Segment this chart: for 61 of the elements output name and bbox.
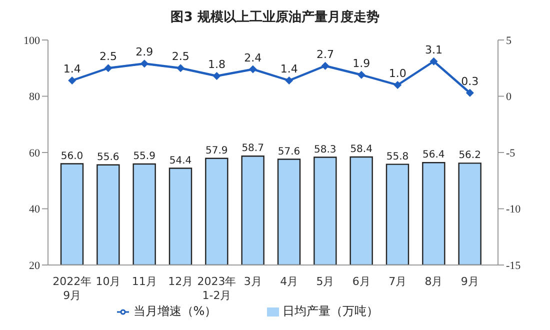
- x-tick-label: 2022年 9月: [52, 275, 92, 302]
- data-label: 54.4: [169, 155, 192, 166]
- y-tick-label: 80: [29, 91, 40, 104]
- point: [321, 62, 330, 70]
- point: [357, 70, 366, 79]
- data-label: 2.7: [316, 48, 334, 61]
- data-label: 55.8: [386, 151, 409, 162]
- point: [140, 60, 148, 68]
- y-tick-label: 100: [24, 34, 40, 47]
- x-tick-label: 6月: [352, 275, 370, 288]
- data-label: 56.0: [60, 150, 84, 162]
- data-label: 3.1: [425, 43, 442, 56]
- data-label: 1.0: [388, 67, 406, 80]
- data-label: 55.9: [133, 151, 156, 162]
- x-tick-label: 5月: [316, 275, 334, 288]
- data-label: 57.9: [206, 145, 228, 156]
- data-label: 56.2: [458, 150, 481, 162]
- x-tick-label: 8月: [424, 275, 443, 288]
- point: [176, 64, 185, 72]
- x-tick-label: 9月: [460, 275, 479, 288]
- data-label: 58.7: [242, 143, 264, 154]
- y2-tick-label: -5: [506, 147, 516, 160]
- data-label: 58.4: [350, 144, 372, 155]
- data-label: 2.9: [136, 46, 154, 59]
- y-tick-label: 60: [29, 147, 40, 160]
- point: [394, 81, 402, 89]
- data-label: 0.3: [461, 74, 479, 88]
- data-label: 2.4: [244, 51, 262, 64]
- y2-tick-label: -10: [506, 204, 522, 216]
- data-label: 55.6: [97, 152, 120, 163]
- point: [285, 76, 294, 84]
- point: [466, 88, 474, 97]
- data-label: 1.4: [280, 62, 298, 76]
- data-label: 1.9: [352, 56, 370, 70]
- y2-tick-label: -15: [506, 260, 522, 272]
- data-label: 2.5: [172, 50, 190, 64]
- legend-label: 日均产量（万吨）: [282, 304, 379, 318]
- data-label: 1.4: [63, 62, 81, 76]
- point: [68, 76, 76, 84]
- y2-tick-label: 0: [506, 91, 512, 104]
- x-tick-label: 4月: [280, 275, 298, 288]
- chart-title: 图3 规模以上工业原油产量月度走势: [170, 8, 380, 27]
- data-label: 58.3: [314, 144, 336, 156]
- x-tick-label: 12月: [168, 275, 194, 288]
- x-tick-label: 11月: [132, 275, 157, 288]
- point: [248, 65, 257, 74]
- legend-label: 当月增速（%）: [133, 304, 217, 318]
- x-tick-label: 10月: [96, 275, 121, 288]
- y-tick-label: 40: [29, 204, 40, 216]
- data-label: 57.6: [278, 146, 300, 158]
- y-tick-label: 20: [29, 260, 40, 272]
- x-tick-label: 3月: [244, 275, 262, 288]
- x-tick-label: 2023年 1-2月: [197, 275, 236, 302]
- x-tick-label: 7月: [388, 275, 407, 288]
- point: [212, 72, 221, 80]
- data-label: 2.5: [100, 50, 117, 64]
- point: [430, 57, 438, 66]
- point: [104, 64, 112, 72]
- data-label: 56.4: [422, 150, 445, 161]
- y2-tick-label: 5: [506, 34, 512, 47]
- data-label: 1.8: [208, 58, 226, 71]
